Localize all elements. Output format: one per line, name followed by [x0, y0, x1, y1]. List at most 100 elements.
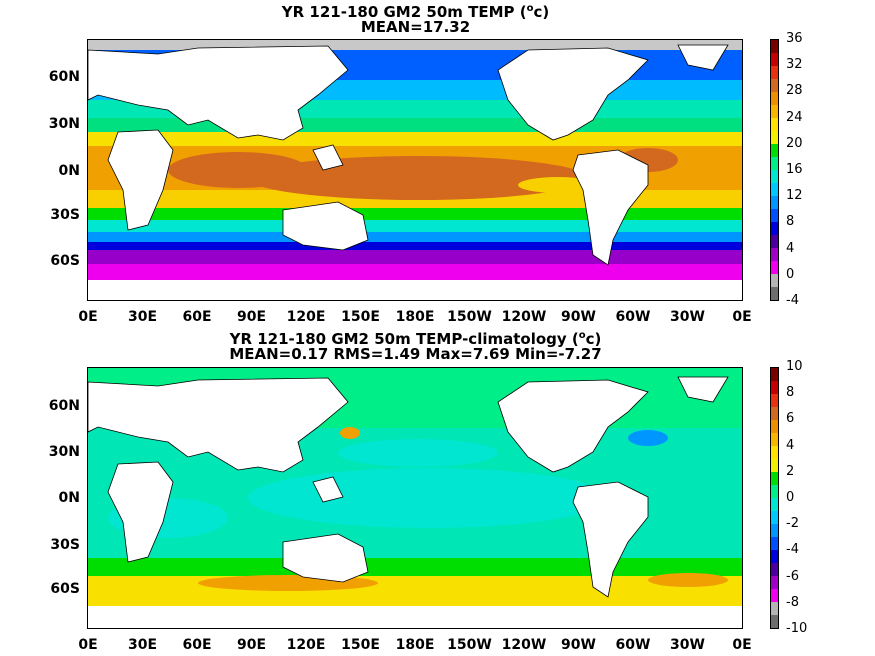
- panel1-colorbar-tick: 0: [786, 266, 795, 282]
- panel1-colorbar-segment: [771, 261, 778, 274]
- panel1-colorbar-segment: [771, 196, 778, 209]
- panel1-colorbar-segment: [771, 66, 778, 79]
- panel1-colorbar-segment: [771, 79, 778, 92]
- panel2-lon-label: 30E: [127, 637, 158, 653]
- panel1-title-text: YR 121-180 GM2 50m TEMP (: [281, 3, 527, 21]
- panel1-colorbar-tick: 20: [786, 135, 803, 151]
- panel2-colorbar-segment: [771, 368, 778, 381]
- panel2-colorbar-segment: [771, 602, 778, 615]
- panel2-colorbar-tick: 2: [786, 463, 795, 479]
- panel2-lon-label: 150W: [447, 637, 492, 653]
- temperature-map-plot: [88, 40, 742, 300]
- panel2-title-degree: o: [578, 330, 586, 341]
- panel1-colorbar-tick: 32: [786, 57, 803, 73]
- panel1-lat-30n: 30N: [48, 116, 80, 132]
- panel1-lon-label: 90W: [561, 309, 596, 325]
- panel2-colorbar-tick: -8: [786, 594, 799, 610]
- panel2-colorbar-segment: [771, 407, 778, 420]
- panel2-colorbar-segment: [771, 524, 778, 537]
- panel2-colorbar-segment: [771, 394, 778, 407]
- panel1-colorbar-tick: -4: [786, 293, 799, 308]
- panel1-colorbar-segment: [771, 118, 778, 131]
- panel2-lat-60n: 60N: [48, 398, 80, 414]
- panel1-colorbar-tick: 8: [786, 214, 795, 230]
- panel2-colorbar-segment: [771, 433, 778, 446]
- panel1-lon-label: 60E: [182, 309, 212, 325]
- panel2-colorbar-tick: -10: [786, 621, 808, 636]
- panel1-colorbar-segment: [771, 183, 778, 196]
- panel2-colorbar-tick: 6: [786, 411, 795, 427]
- panel1-colorbar-segment: [771, 92, 778, 105]
- panel1-title-unit: c): [533, 3, 550, 21]
- temperature-anomaly-map-plot: [88, 368, 742, 628]
- panel2-colorbar-segment: [771, 420, 778, 433]
- panel2-colorbar-tick: 8: [786, 385, 795, 401]
- panel2-lon-label: 90E: [236, 637, 267, 653]
- panel1-title: YR 121-180 GM2 50m TEMP (oc): [0, 0, 831, 21]
- panel2-lon-label: 120W: [501, 637, 547, 653]
- panel1-lon-label: 0E: [732, 309, 752, 325]
- panel1-colorbar-tick: 16: [786, 162, 803, 177]
- panel2-lat-0n: 0N: [58, 490, 80, 506]
- panel1-colorbar-tick: 4: [786, 240, 795, 256]
- panel1-colorbar-tick: 24: [786, 109, 803, 125]
- panel2-lon-label: 60E: [182, 637, 212, 653]
- panel1-colorbar-segment: [771, 40, 778, 53]
- panel1-lon-label: 150W: [447, 309, 492, 325]
- panel1-colorbar-segment: [771, 157, 778, 170]
- panel2-colorbar-segment: [771, 537, 778, 550]
- panel1-lon-label: 0E: [78, 309, 98, 325]
- panel1-lon-label: 30E: [127, 309, 158, 325]
- panel1-colorbar-segment: [771, 248, 778, 261]
- panel2-lon-label: 150E: [341, 637, 380, 653]
- panel1-colorbar-segment: [771, 287, 778, 300]
- panel1-colorbar-segment: [771, 53, 778, 66]
- panel2-lon-label: 120E: [286, 637, 326, 653]
- panel2-colorbar-tick: -6: [786, 568, 799, 584]
- panel2-lat-30n: 30N: [48, 444, 80, 460]
- panel1-subtitle: MEAN=17.32: [360, 18, 471, 36]
- panel1-colorbar-segment: [771, 274, 778, 287]
- panel1-colorbar-tick: 28: [786, 83, 803, 99]
- panel1-lon-label: 60W: [615, 309, 651, 325]
- panel2-colorbar-segment: [771, 615, 778, 628]
- panel2-lon-label: 0E: [78, 637, 98, 653]
- panel1-lat-0n: 0N: [58, 163, 80, 179]
- panel2-colorbar-segment: [771, 381, 778, 394]
- panel2-colorbar-tick: 0: [786, 490, 795, 505]
- panel2-colorbar-segment: [771, 485, 778, 498]
- panel1-colorbar-tick: 36: [786, 31, 803, 46]
- panel1-colorbar-segment: [771, 235, 778, 248]
- panel2-lon-label: 0E: [732, 637, 752, 653]
- panel2-title: YR 121-180 GM2 50m TEMP-climatology (oc): [0, 327, 831, 348]
- panel2-lon-label: 180E: [395, 637, 435, 653]
- panel2-lon-label: 30W: [670, 637, 705, 653]
- panel2-colorbar-segment: [771, 589, 778, 602]
- temperature-anomaly-map: [87, 367, 743, 629]
- panel2-lon-label: 60W: [615, 637, 651, 653]
- panel2-colorbar-segment: [771, 472, 778, 485]
- panel2-colorbar-tick: 10: [786, 359, 803, 374]
- panel2-title-unit: c): [585, 330, 602, 348]
- panel2-colorbar-segment: [771, 550, 778, 563]
- panel1-colorbar: [770, 39, 779, 301]
- panel1-colorbar-segment: [771, 131, 778, 144]
- panel2-subtitle: MEAN=0.17 RMS=1.49 Max=7.69 Min=-7.27: [229, 345, 602, 363]
- panel1-colorbar-segment: [771, 222, 778, 235]
- panel2-colorbar-segment: [771, 459, 778, 472]
- panel2-colorbar: [770, 367, 779, 629]
- panel2-lat-60s: 60S: [50, 581, 80, 597]
- panel2-colorbar-tick: 4: [786, 437, 795, 453]
- panel1-lat-60n: 60N: [48, 69, 80, 85]
- panel1-colorbar-tick: 12: [786, 188, 803, 204]
- panel1-colorbar-segment: [771, 209, 778, 222]
- panel1-lon-label: 180E: [395, 309, 435, 325]
- temperature-map: [87, 39, 743, 301]
- panel1-lon-label: 30W: [670, 309, 705, 325]
- panel1-colorbar-segment: [771, 170, 778, 183]
- panel2-colorbar-segment: [771, 498, 778, 511]
- panel2-colorbar-tick: -4: [786, 542, 799, 558]
- panel2-colorbar-segment: [771, 576, 778, 589]
- panel1-lon-label: 120W: [501, 309, 547, 325]
- panel1-colorbar-segment: [771, 105, 778, 118]
